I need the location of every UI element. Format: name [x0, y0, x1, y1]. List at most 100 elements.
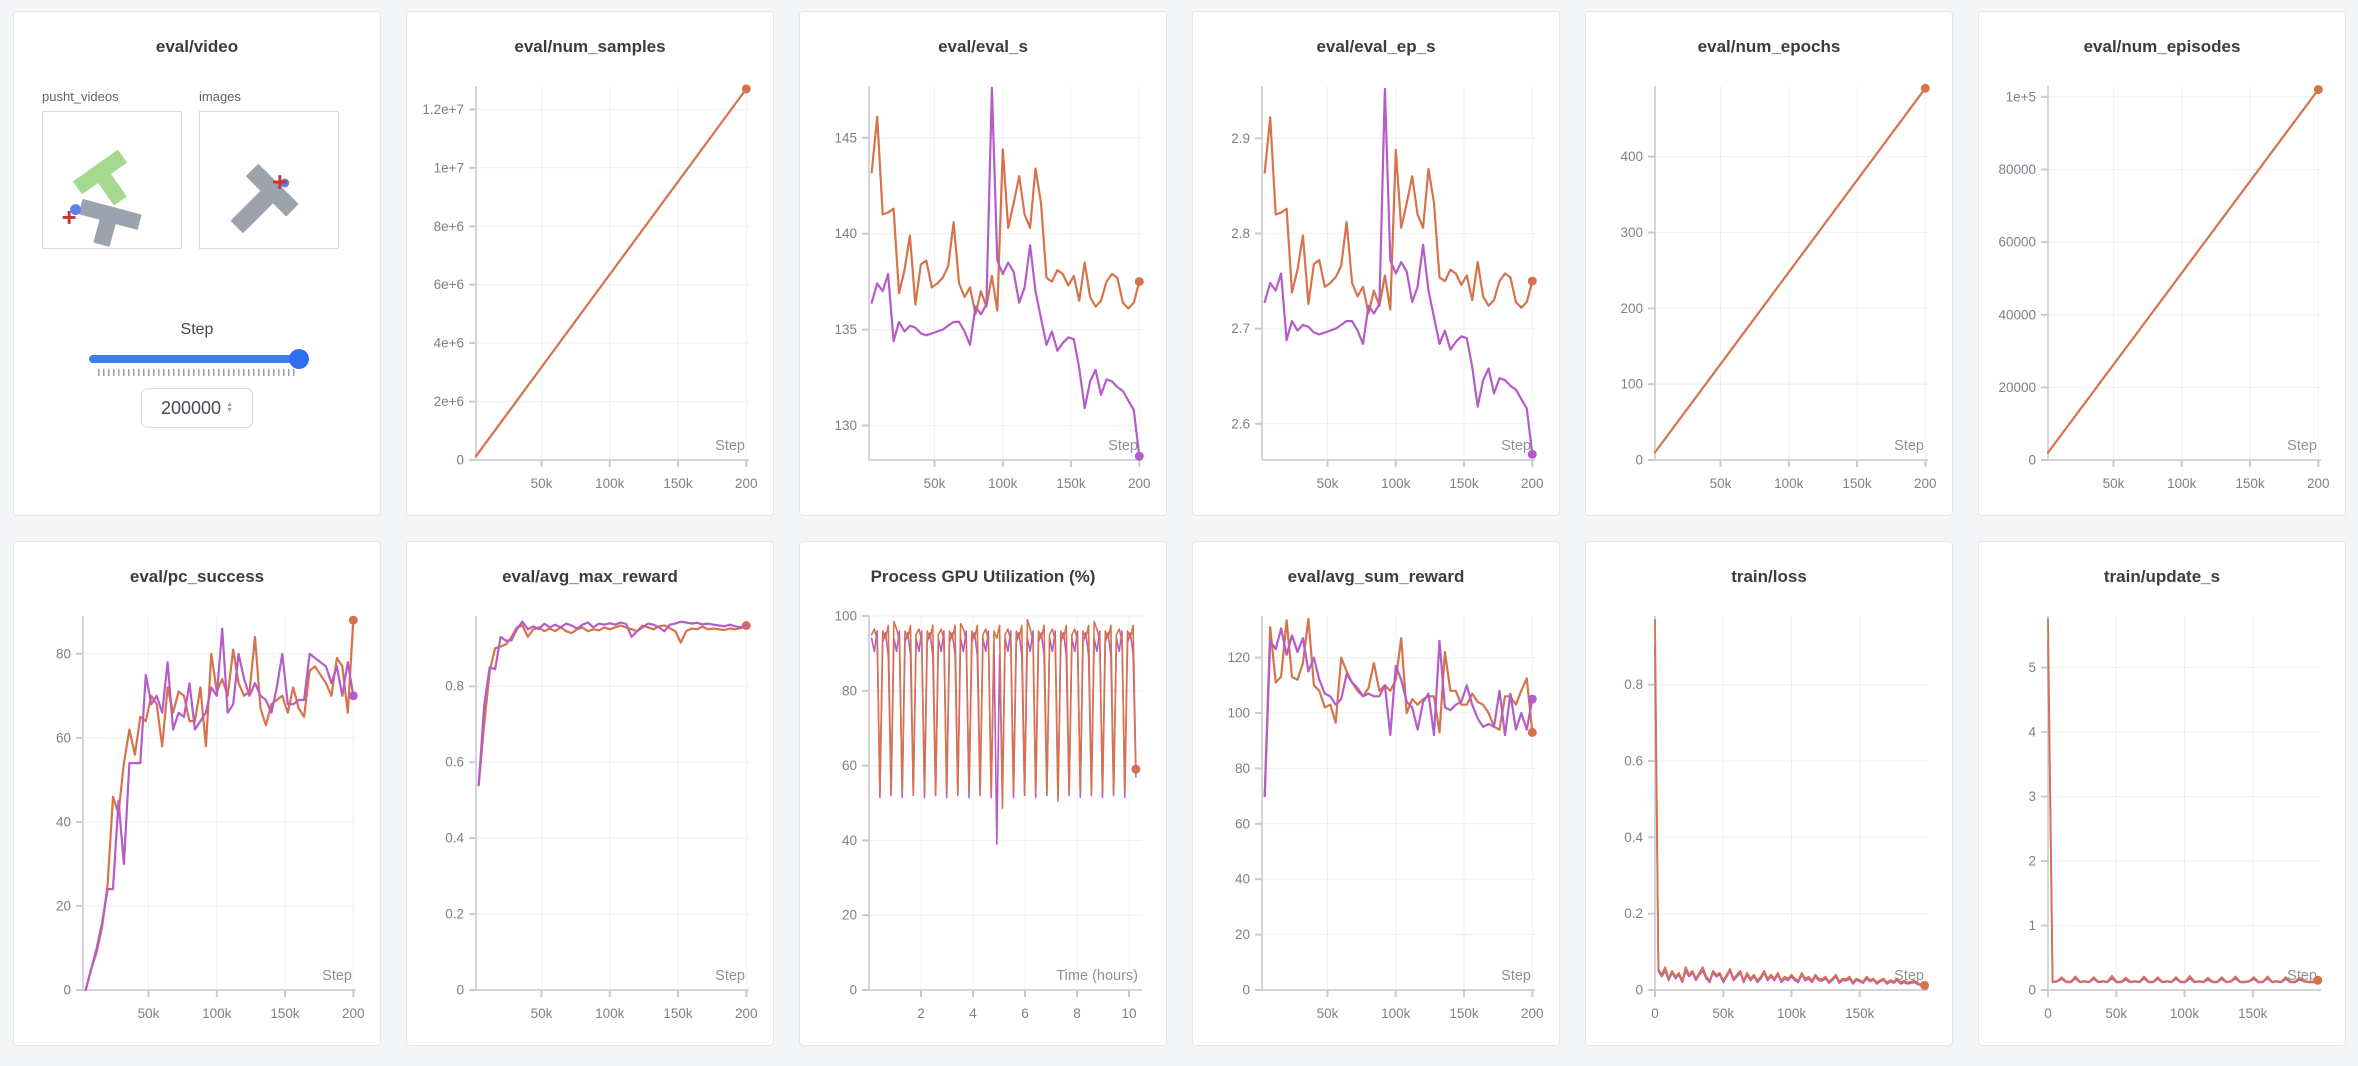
chart-title: eval/avg_sum_reward [1287, 567, 1465, 586]
stepper-arrows: ▲ ▼ [226, 401, 233, 414]
chart-canvas: 50k 100k 150k 200 130 135 140 145 Step [834, 86, 1151, 491]
y-tick-label: 20 [1235, 927, 1250, 942]
x-tick-label: 150k [1056, 476, 1086, 491]
x-tick-label: 0 [1651, 1006, 1659, 1021]
x-tick-label: 100k [2167, 476, 2197, 491]
x-tick-label: 100k [1777, 1006, 1807, 1021]
x-tick-label: 150k [270, 1006, 300, 1021]
x-tick-label: 50k [531, 1006, 553, 1021]
chart-canvas-host[interactable]: 50k 100k 150k 200 0 100 200 300 400 Step [1597, 63, 1941, 513]
y-tick-label: 2.9 [1231, 131, 1250, 146]
y-tick-label: 135 [834, 322, 857, 337]
images-scene-image [230, 164, 299, 233]
y-tick-label: 4e+6 [434, 336, 464, 351]
y-tick-label: 4 [2028, 725, 2036, 740]
step-value: 200000 [160, 397, 222, 418]
chart-canvas: 50k 100k 150k 200 0 100 200 300 400 Step [1620, 83, 1937, 491]
agent-dot [70, 204, 81, 215]
x-axis-title: Step [1894, 438, 1924, 454]
series-line-run-orange [870, 618, 1137, 810]
step-slider-thumb[interactable] [289, 349, 309, 369]
chart-canvas: 50k 100k 150k 200 0 20 40 60 80 100 120 Step [1227, 616, 1544, 1021]
y-tick-label: 0 [1635, 453, 1643, 468]
panel-eval-eval-s: eval/eval_s 50k 100k 150k 200 130 135 140 145 St… [799, 11, 1167, 516]
y-tick-label: 2.6 [1231, 416, 1250, 431]
x-tick-label: 4 [969, 1006, 977, 1021]
y-tick-label: 60 [1235, 816, 1250, 831]
series-line-run-orange [870, 115, 1141, 316]
series-end-dot-run-orange [1134, 277, 1144, 287]
panel-train-loss: train/loss 0 50k 100k 150k 0 0.2 0.4 0.6 0.8 Step [1585, 541, 1953, 1046]
y-tick-label: 80000 [1998, 162, 2036, 177]
chart-canvas-host[interactable]: 50k 100k 150k 200 2.6 2.7 2.8 2.9 Step [1204, 63, 1548, 513]
series-line-run-purple [1263, 627, 1534, 798]
series-end-dot-run-orange [1920, 83, 1930, 93]
x-axis-title: Time (hours) [1056, 968, 1138, 984]
series-line-run-purple [477, 620, 748, 787]
chevron-down-icon[interactable]: ▼ [226, 407, 233, 414]
x-tick-label: 150k [663, 476, 693, 491]
y-tick-label: 0.4 [445, 831, 464, 846]
y-tick-label: 1e+7 [434, 160, 464, 175]
x-tick-label: 50k [1317, 476, 1339, 491]
chart-canvas-host[interactable]: 50k 100k 150k 200 0 0.2 0.4 0.6 0.8 Step [418, 593, 762, 1043]
chart-canvas-host[interactable]: 50k 100k 150k 200 0 2e+6 4e+6 6e+6 8e+6 1e+7 1.2e+… [418, 63, 762, 513]
chevron-up-icon[interactable]: ▲ [226, 401, 233, 408]
x-tick-label: 200 [735, 476, 758, 491]
images-thumbnail[interactable] [199, 111, 339, 249]
x-tick-label: 10 [1121, 1006, 1136, 1021]
chart-canvas: 0 50k 100k 150k 0 0.2 0.4 0.6 0.8 Step [1624, 616, 1930, 1021]
y-tick-label: 2.8 [1231, 226, 1250, 241]
panel-eval-num-epochs: eval/num_epochs 50k 100k 150k 200 0 100 200 300… [1585, 11, 1953, 516]
panel-train-update-s: train/update_s 0 50k 100k 150k 0 1 2 3 4 5 Step [1978, 541, 2346, 1046]
series-line-run-purple [1654, 645, 1926, 988]
chart-title: eval/pc_success [129, 567, 265, 586]
pusht-video-thumbnail[interactable] [42, 111, 182, 249]
y-tick-label: 120 [1227, 650, 1250, 665]
y-tick-label: 3 [2028, 789, 2036, 804]
panel-eval-eval-ep-s: eval/eval_ep_s 50k 100k 150k 200 2.6 2.7 2.8 2.… [1192, 11, 1560, 516]
series-line-run-purple [870, 86, 1141, 458]
series-end-dot-run-orange [2313, 975, 2323, 985]
media-label: images [199, 89, 241, 104]
media-images: images [199, 89, 339, 249]
y-tick-label: 6e+6 [434, 277, 464, 292]
media-label: pusht_videos [42, 89, 119, 104]
chart-canvas-host[interactable]: 50k 100k 150k 200 0 20000 40000 60000 80000 1e+5 S… [1990, 63, 2334, 513]
series-end-dot-run-purple [1134, 451, 1144, 461]
series-end-dot-run-purple [348, 691, 358, 701]
x-tick-label: 100k [595, 476, 625, 491]
series-end-dot-run-orange [2313, 85, 2323, 95]
chart-canvas-host[interactable]: 0 50k 100k 150k 0 0.2 0.4 0.6 0.8 Step [1597, 593, 1941, 1043]
y-tick-label: 300 [1620, 225, 1643, 240]
y-tick-label: 2 [2028, 854, 2036, 869]
chart-canvas-host[interactable]: 0 50k 100k 150k 0 1 2 3 4 5 Step [1990, 593, 2334, 1043]
chart-canvas-host[interactable]: 2 4 6 8 10 0 20 40 60 80 100 Time (hours) [811, 593, 1155, 1043]
y-tick-label: 400 [1620, 149, 1643, 164]
y-tick-label: 0 [2028, 983, 2036, 998]
x-tick-label: 100k [2170, 1006, 2200, 1021]
x-tick-label: 50k [138, 1006, 160, 1021]
y-tick-label: 1.2e+7 [422, 102, 464, 117]
chart-canvas: 0 50k 100k 150k 0 1 2 3 4 5 Step [2028, 616, 2323, 1021]
step-control: Step 200000 ▲ ▼ [14, 321, 380, 428]
chart-canvas-host[interactable]: 50k 100k 150k 200 0 20 40 60 80 100 120 Step [1204, 593, 1548, 1043]
y-tick-label: 0.2 [445, 907, 464, 922]
panel-eval-num-samples: eval/num_samples 50k 100k 150k 200 0 2e+6 4e+6… [406, 11, 774, 516]
x-axis-title: Step [1501, 438, 1531, 454]
step-slider[interactable] [89, 349, 309, 369]
chart-canvas-host[interactable]: 50k 100k 150k 200 0 20 40 60 80 Step [25, 593, 369, 1043]
y-tick-label: 60 [56, 730, 71, 745]
x-tick-label: 150k [663, 1006, 693, 1021]
chart-canvas-host[interactable]: 50k 100k 150k 200 130 135 140 145 Step [811, 63, 1155, 513]
step-slider-label: Step [180, 321, 214, 338]
step-number-input[interactable]: 200000 ▲ ▼ [141, 388, 253, 428]
panel-eval-video: eval/video pusht_videos [13, 11, 381, 516]
y-tick-label: 1e+5 [2006, 89, 2036, 104]
y-tick-label: 200 [1620, 301, 1643, 316]
y-tick-label: 100 [1227, 706, 1250, 721]
y-tick-label: 20 [56, 899, 71, 914]
y-tick-label: 60000 [1998, 235, 2036, 250]
